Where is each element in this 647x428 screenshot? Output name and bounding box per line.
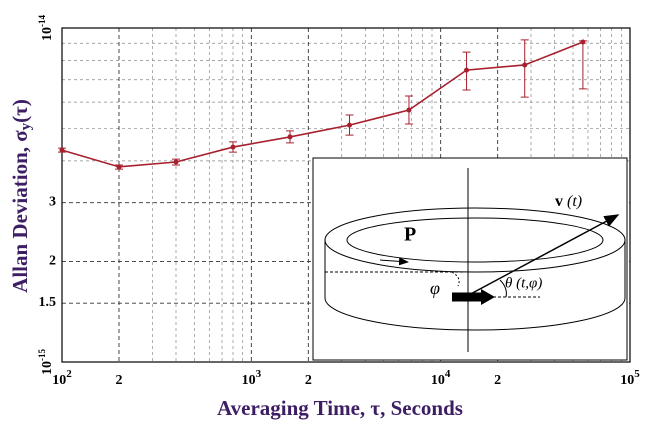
data-point: [173, 159, 179, 165]
marks: [58, 39, 587, 170]
x-tick-label: 2: [494, 373, 501, 388]
data-point: [116, 164, 122, 170]
y-axis-label: Allan Deviation, σy(τ): [8, 99, 35, 293]
data-point: [522, 62, 528, 68]
v-symbol: v: [555, 193, 563, 210]
x-tick-base: 2: [115, 373, 122, 388]
x-tick-base: 10: [52, 373, 66, 388]
y-tick-exp: -14: [37, 15, 47, 27]
y-tick-label: 2: [49, 254, 56, 269]
y-tick-base: 3: [49, 195, 56, 210]
x-tick-label: 2: [305, 373, 312, 388]
v-label: v (t): [555, 193, 582, 210]
phi-arc: [451, 271, 460, 287]
thick-arrow-head: [481, 289, 495, 305]
data-point: [580, 39, 586, 45]
cylinder-side: [324, 240, 626, 331]
x-tick-label: 105: [620, 368, 640, 389]
data-point: [347, 122, 353, 128]
data-point: [287, 134, 293, 140]
x-tick-base: 10: [620, 373, 634, 388]
x-tick-base: 2: [305, 373, 312, 388]
y-tick-label: 3: [49, 195, 56, 210]
cylinder-top: [324, 207, 626, 273]
x-tick-label: 103: [242, 368, 262, 389]
y-label-main: Allan Deviation, σ: [8, 130, 32, 293]
v-arg: (t): [567, 193, 582, 210]
theta-label: θ (t,φ): [505, 275, 542, 291]
data-point: [464, 67, 470, 73]
y-label-sub: y: [18, 122, 34, 130]
y-tick-label: 10-15: [37, 349, 55, 375]
y-tick-label: 1.5: [39, 295, 57, 310]
inset-frame: [312, 157, 628, 361]
p-label: P: [404, 224, 416, 246]
x-tick-exp: 2: [66, 368, 72, 380]
y-tick-base: 10: [40, 361, 55, 375]
data-point: [230, 144, 236, 150]
y-label-end: (τ): [8, 99, 32, 123]
x-tick-base: 10: [431, 373, 445, 388]
x-tick-label: 102: [52, 368, 72, 389]
phi-label: φ: [430, 278, 440, 298]
data-point: [59, 147, 65, 153]
plot-frame: [61, 27, 631, 363]
data-point: [406, 107, 412, 113]
x-tick-exp: 4: [445, 368, 451, 380]
y-tick-base: 2: [49, 254, 56, 269]
y-tick-base: 1.5: [39, 295, 57, 310]
x-tick-base: 2: [494, 373, 501, 388]
x-tick-label: 104: [431, 368, 451, 389]
error-bar: [578, 40, 587, 90]
p-arrow: [379, 257, 409, 266]
cylinder-inner: [346, 217, 604, 263]
series-line: [61, 41, 584, 168]
inset: P v (t) φ θ (t,φ): [312, 157, 628, 361]
y-tick-label: 10-14: [37, 15, 55, 41]
theta-arc: [499, 279, 507, 298]
x-axis-label: Averaging Time, τ, Seconds: [217, 396, 463, 420]
x-tick-exp: 5: [634, 368, 640, 380]
y-tick-exp: -15: [37, 349, 47, 361]
x-tick-base: 10: [242, 373, 256, 388]
x-tick-exp: 3: [256, 368, 262, 380]
y-tick-base: 10: [40, 27, 55, 41]
x-tick-label: 2: [115, 373, 122, 388]
v-arrow: [464, 214, 620, 298]
error-bar: [520, 39, 529, 98]
